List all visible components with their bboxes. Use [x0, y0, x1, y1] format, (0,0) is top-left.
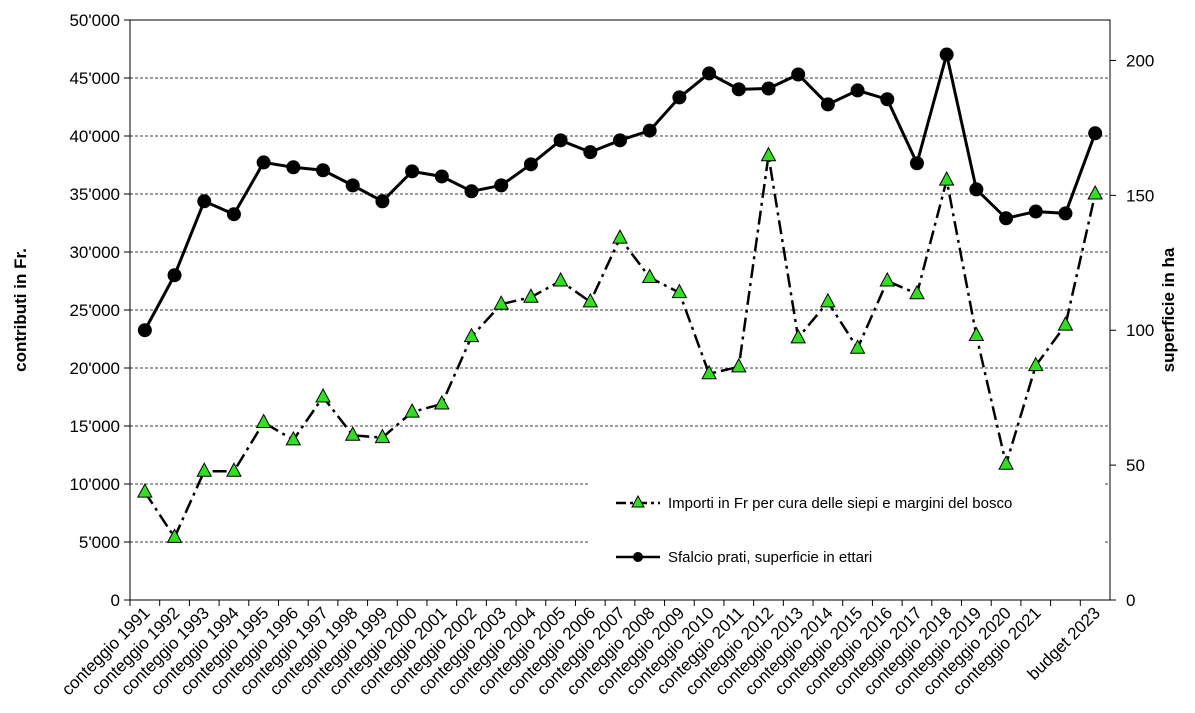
legend-marker: [633, 552, 643, 562]
y-tick-label: 40'000: [69, 127, 120, 146]
circle-marker: [434, 169, 449, 184]
y2-tick-label: 100: [1126, 321, 1154, 340]
circle-marker: [197, 194, 212, 209]
triangle-marker: [820, 292, 836, 308]
triangle-marker: [493, 295, 510, 310]
circle-marker: [702, 66, 717, 81]
circle-marker: [494, 178, 509, 193]
y2-tick-label: 150: [1126, 186, 1154, 205]
triangle-marker: [404, 403, 420, 418]
circle-marker: [583, 145, 598, 160]
y-tick-label: 15'000: [69, 417, 120, 436]
triangle-marker: [552, 271, 569, 287]
circle-marker: [969, 182, 984, 197]
circle-marker: [553, 133, 568, 148]
triangle-marker: [463, 327, 480, 343]
circle-marker: [613, 133, 627, 148]
y-tick-label: 30'000: [69, 243, 120, 262]
triangle-marker: [285, 430, 302, 446]
circle-marker: [523, 157, 538, 172]
plot-frame: [129, 19, 1111, 601]
triangle-marker: [166, 528, 183, 543]
circle-marker: [909, 156, 924, 171]
triangle-marker: [612, 229, 628, 244]
triangle-marker: [790, 328, 807, 344]
y-tick-label: 50'000: [69, 11, 120, 30]
triangle-marker: [1057, 316, 1074, 331]
circle-marker: [167, 268, 182, 283]
series-line: [143, 54, 1097, 331]
circle-marker: [1028, 204, 1043, 219]
legend: Importi in Fr per cura delle siepi e mar…: [590, 472, 1105, 582]
circle-marker: [642, 123, 657, 138]
circle-marker: [316, 163, 331, 178]
circle-marker: [880, 92, 895, 107]
circle-marker: [939, 47, 954, 62]
circle-marker: [286, 160, 301, 175]
triangle-marker: [849, 339, 866, 354]
y-tick-label: 0: [111, 591, 120, 610]
y2-axis-title: superficie in ha: [1159, 247, 1178, 372]
circle-marker: [375, 194, 390, 209]
triangle-marker: [938, 171, 955, 186]
triangle-marker: [968, 326, 985, 342]
triangle-marker: [760, 146, 777, 162]
triangle-marker: [255, 413, 272, 429]
circle-marker: [1058, 206, 1073, 221]
triangle-marker: [1027, 356, 1044, 372]
triangle-marker: [374, 428, 391, 444]
circle-marker: [999, 211, 1014, 226]
triangle-marker: [671, 283, 688, 299]
triangle-marker: [344, 426, 361, 441]
triangle-marker: [641, 268, 658, 284]
circle-marker: [731, 82, 746, 97]
circle-marker: [672, 90, 687, 105]
legend-label: Sfalcio prati, superficie in ettari: [668, 549, 872, 566]
circle-marker: [761, 81, 776, 96]
triangle-marker: [523, 288, 539, 303]
legend-box: [590, 472, 1105, 582]
circle-marker: [820, 97, 835, 112]
circle-marker: [345, 178, 360, 193]
legend-marker: [631, 494, 645, 508]
triangle-marker: [433, 394, 450, 410]
legend-label: Importi in Fr per cura delle siepi e mar…: [668, 495, 1012, 512]
y-tick-label: 20'000: [69, 359, 120, 378]
triangle-marker: [1087, 184, 1103, 200]
triangle-marker: [730, 357, 747, 373]
triangle-marker: [196, 462, 213, 477]
y2-tick-label: 200: [1126, 51, 1154, 70]
y-tick-label: 35'000: [69, 185, 120, 204]
y-tick-label: 10'000: [69, 475, 120, 494]
circle-marker: [137, 323, 152, 338]
y-tick-label: 25'000: [69, 301, 120, 320]
triangle-marker: [582, 292, 599, 308]
circle-marker: [1088, 126, 1103, 141]
circle-marker: [850, 83, 865, 98]
triangle-marker: [701, 364, 717, 380]
circle-marker: [791, 67, 806, 82]
triangle-marker: [226, 462, 242, 477]
circle-marker: [464, 184, 479, 199]
triangle-marker: [137, 483, 153, 498]
y-tick-label: 45'000: [69, 69, 120, 88]
triangle-marker: [315, 387, 331, 403]
circle-marker: [405, 164, 420, 179]
y-tick-label: 5'000: [79, 533, 120, 552]
circle-marker: [226, 207, 241, 222]
circle-marker: [256, 155, 271, 170]
y2-tick-label: 0: [1126, 591, 1135, 610]
triangle-marker: [909, 284, 925, 300]
triangle-marker: [879, 271, 896, 287]
y-axis-title: contributi in Fr.: [11, 248, 30, 372]
triangle-marker: [998, 455, 1014, 470]
y2-tick-label: 50: [1126, 456, 1145, 475]
